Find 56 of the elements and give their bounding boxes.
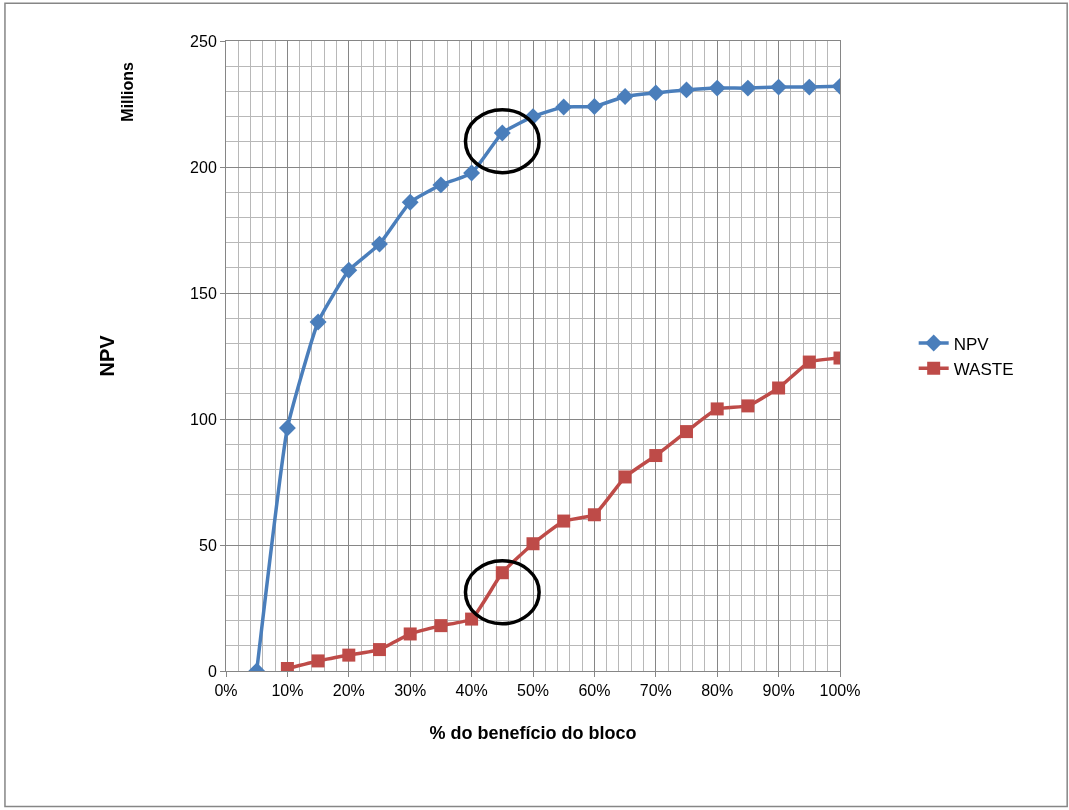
x-tick-label: 0% [214, 682, 238, 700]
point [708, 79, 726, 97]
point [739, 79, 757, 97]
point [278, 419, 296, 437]
y-tick-label: 250 [190, 32, 217, 50]
point [463, 164, 481, 182]
x-tick-label: 10% [271, 682, 304, 700]
point [465, 612, 479, 626]
x-tick-label: 20% [332, 682, 365, 700]
point [678, 81, 695, 99]
point [526, 537, 540, 551]
y-tick-label: 200 [190, 158, 217, 176]
point [311, 654, 325, 668]
legend-label: WASTE [953, 359, 1014, 379]
x-tick-label: 60% [578, 682, 611, 700]
point [680, 425, 693, 439]
point [371, 235, 388, 253]
point [802, 355, 816, 369]
x-tick-label: 30% [394, 682, 427, 700]
point [373, 643, 386, 657]
point [772, 381, 786, 395]
point [434, 619, 448, 633]
x-tick-label: 90% [762, 682, 795, 700]
y-tick-label: 100 [190, 410, 217, 428]
point [649, 449, 663, 463]
point [618, 470, 632, 484]
text: Millions [118, 62, 136, 122]
point [340, 261, 358, 279]
x-tick-label: 50% [516, 682, 550, 700]
point [616, 87, 634, 105]
point [647, 84, 665, 102]
x-tick-label: 100% [819, 682, 861, 700]
point [710, 402, 724, 416]
y-tick-label: 0 [207, 662, 217, 680]
point [309, 313, 327, 331]
point [555, 98, 573, 116]
y-axis-title: NPV [95, 334, 118, 377]
legend-label: NPV [953, 334, 990, 354]
y-tick-label: 150 [190, 284, 217, 302]
point [557, 514, 571, 528]
x-axis-title: % do benefício do bloco [429, 723, 637, 744]
point [741, 399, 755, 413]
point [342, 648, 356, 662]
x-tick-label: 40% [455, 682, 488, 700]
point [432, 176, 450, 194]
point [495, 566, 509, 580]
point [800, 78, 818, 96]
x-tick-label: 80% [701, 682, 734, 700]
point [770, 78, 788, 96]
point [401, 193, 419, 211]
point [585, 98, 603, 115]
point [493, 124, 511, 142]
y-tick-label: 50 [199, 536, 217, 554]
point [587, 508, 601, 522]
point [403, 627, 417, 641]
x-tick-label: 70% [639, 682, 672, 700]
